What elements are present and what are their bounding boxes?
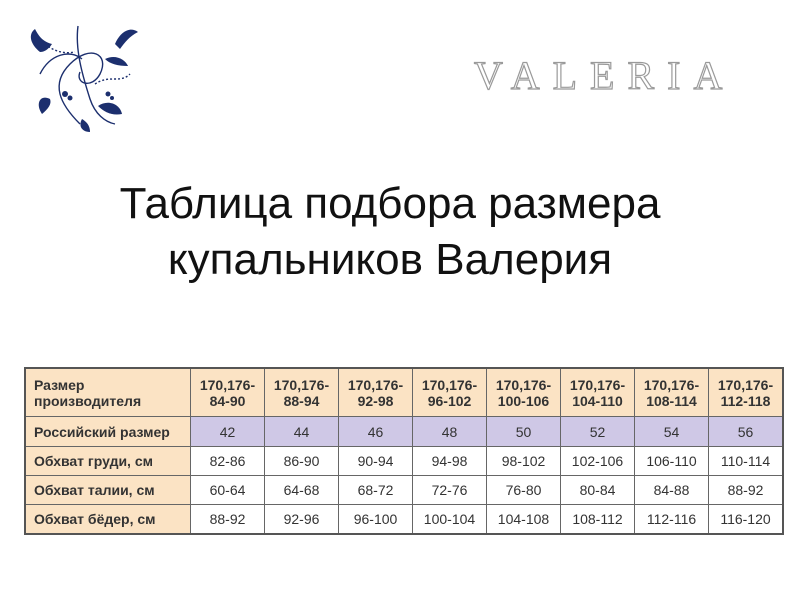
title-line-2: купальников Валерия bbox=[167, 235, 613, 284]
row-russian-size: Российский размер 42 44 46 48 50 52 54 56 bbox=[24, 416, 784, 447]
table-cell: 92-96 bbox=[264, 504, 339, 535]
header-value: 170,176-100-106 bbox=[495, 376, 552, 409]
table-cell: 56 bbox=[708, 416, 784, 447]
table-cell: 96-100 bbox=[338, 504, 413, 535]
brand-logo: VALERIA bbox=[473, 52, 736, 98]
header-value: 170,176-108-114 bbox=[643, 376, 700, 409]
table-header-row: Размер производителя 170,176-84-90 170,1… bbox=[24, 367, 784, 417]
header-cell: 170,176-112-118 bbox=[708, 367, 784, 417]
title-line-1: Таблица подбора размера bbox=[119, 179, 661, 228]
table-cell: 94-98 bbox=[412, 446, 487, 476]
header-value: 170,176-112-118 bbox=[717, 376, 774, 409]
header-cell: 170,176-104-110 bbox=[560, 367, 635, 417]
header-cell: 170,176-108-114 bbox=[634, 367, 709, 417]
row-label: Обхват талии, см bbox=[24, 475, 191, 505]
table-cell: 82-86 bbox=[190, 446, 265, 476]
table-cell: 104-108 bbox=[486, 504, 561, 535]
header-cell: 170,176-96-102 bbox=[412, 367, 487, 417]
table-cell: 116-120 bbox=[708, 504, 784, 535]
table-cell: 42 bbox=[190, 416, 265, 447]
size-table: Размер производителя 170,176-84-90 170,1… bbox=[24, 367, 784, 535]
row-label: Обхват груди, см bbox=[24, 446, 191, 476]
row-waist: Обхват талии, см 60-64 64-68 68-72 72-76 76-8… bbox=[24, 475, 784, 505]
table-cell: 50 bbox=[486, 416, 561, 447]
table-cell: 98-102 bbox=[486, 446, 561, 476]
table-cell: 88-92 bbox=[190, 504, 265, 535]
table-cell: 108-112 bbox=[560, 504, 635, 535]
table-cell: 68-72 bbox=[338, 475, 413, 505]
header-value: 170,176-104-110 bbox=[569, 376, 626, 409]
row-bust: Обхват груди, см 82-86 86-90 90-94 94-98 98-1… bbox=[24, 446, 784, 476]
page-title: Таблица подбора размера купальников Вале… bbox=[0, 176, 780, 288]
header-label-text: Размер производителя bbox=[34, 376, 142, 409]
row-label: Российский размер bbox=[24, 416, 191, 447]
header-cell: 170,176-92-98 bbox=[338, 367, 413, 417]
table-cell: 102-106 bbox=[560, 446, 635, 476]
table-cell: 52 bbox=[560, 416, 635, 447]
table-cell: 88-92 bbox=[708, 475, 784, 505]
header-cell: 170,176-100-106 bbox=[486, 367, 561, 417]
table-cell: 54 bbox=[634, 416, 709, 447]
table-cell: 46 bbox=[338, 416, 413, 447]
table-cell: 106-110 bbox=[634, 446, 709, 476]
floral-logo-icon bbox=[30, 25, 138, 132]
table-cell: 110-114 bbox=[708, 446, 784, 476]
header-cell: 170,176-88-94 bbox=[264, 367, 339, 417]
header-value: 170,176-96-102 bbox=[421, 376, 478, 409]
header-value: 170,176-84-90 bbox=[199, 376, 256, 409]
table-cell: 112-116 bbox=[634, 504, 709, 535]
table-cell: 64-68 bbox=[264, 475, 339, 505]
row-hips: Обхват бёдер, см 88-92 92-96 96-100 100-104 1… bbox=[24, 504, 784, 535]
table-cell: 44 bbox=[264, 416, 339, 447]
table-cell: 100-104 bbox=[412, 504, 487, 535]
row-label: Обхват бёдер, см bbox=[24, 504, 191, 535]
header-value: 170,176-92-98 bbox=[347, 376, 404, 409]
header-value: 170,176-88-94 bbox=[273, 376, 330, 409]
header-label: Размер производителя bbox=[24, 367, 191, 417]
header-cell: 170,176-84-90 bbox=[190, 367, 265, 417]
table-cell: 80-84 bbox=[560, 475, 635, 505]
table-cell: 76-80 bbox=[486, 475, 561, 505]
table-cell: 60-64 bbox=[190, 475, 265, 505]
table-cell: 90-94 bbox=[338, 446, 413, 476]
table-cell: 72-76 bbox=[412, 475, 487, 505]
table-cell: 86-90 bbox=[264, 446, 339, 476]
table-cell: 84-88 bbox=[634, 475, 709, 505]
table-cell: 48 bbox=[412, 416, 487, 447]
